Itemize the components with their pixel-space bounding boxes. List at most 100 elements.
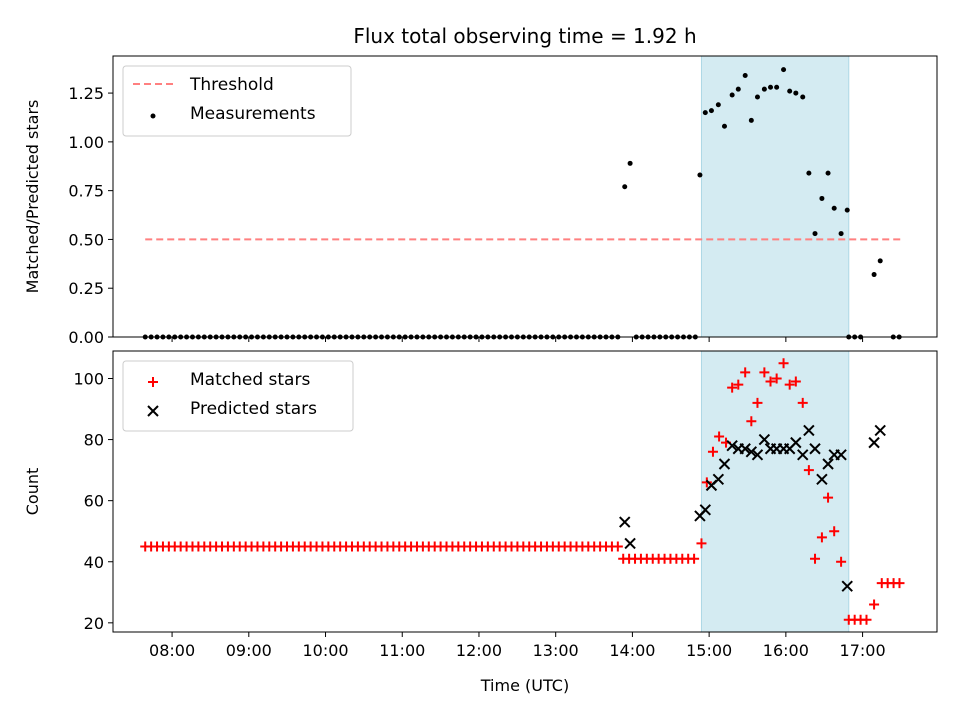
series-1-0-point-102 bbox=[696, 538, 707, 549]
y-tick-label-1-1: 40 bbox=[84, 553, 104, 572]
series-1-0-point-114 bbox=[771, 373, 782, 384]
measurements-panel: 0.00 0.25 0.50 0.75 1.00 1.25 Matched/Predicte… bbox=[23, 55, 938, 347]
series-0-0-point-116 bbox=[806, 170, 812, 176]
series-0-0-point-124 bbox=[877, 258, 883, 264]
series-1-0-point-110 bbox=[746, 416, 757, 427]
series-1-1-point-24 bbox=[835, 449, 847, 461]
x-tick-label-2: 10:00 bbox=[302, 641, 348, 660]
y-tick-label-0-0: 0.00 bbox=[68, 328, 104, 347]
series-0-0-point-112 bbox=[781, 67, 787, 73]
series-1-1-point-22 bbox=[822, 458, 834, 470]
series-1-0-point-118 bbox=[797, 397, 808, 408]
legend-box-0 bbox=[122, 65, 352, 137]
legend-swatch-dot bbox=[150, 113, 156, 119]
y-tick-label-0-2: 0.50 bbox=[68, 230, 104, 249]
series-1-0-point-103 bbox=[701, 477, 712, 488]
observing-span-0 bbox=[700, 55, 850, 338]
series-1-1-point-19 bbox=[803, 424, 815, 437]
plot-frame-1 bbox=[112, 350, 938, 633]
series-1-1-point-7 bbox=[726, 439, 738, 452]
series-0-0-point-98 bbox=[627, 160, 633, 166]
y-tick-label-0-5: 1.25 bbox=[68, 84, 104, 103]
x-axis-label: Time (UTC) bbox=[480, 676, 569, 695]
series-0-0-point-123 bbox=[871, 272, 877, 278]
series-1-1-point-26 bbox=[868, 436, 880, 449]
y-tick-label-0-4: 1.00 bbox=[68, 133, 104, 152]
series-1-0-point-107 bbox=[727, 382, 738, 393]
series-1-1-point-10 bbox=[745, 446, 758, 458]
x-tick-label-6: 14:00 bbox=[609, 641, 655, 660]
series-1-1-point-9 bbox=[739, 443, 751, 455]
series-0-0-point-105 bbox=[735, 86, 741, 92]
y-tick-label-1-3: 80 bbox=[84, 431, 104, 450]
y-axis-label-0: Matched/Predicted stars bbox=[23, 100, 42, 294]
y-tick-label-0-1: 0.25 bbox=[68, 279, 104, 298]
series-1-0-point-115 bbox=[778, 358, 789, 369]
legend-0: Threshold Measurements bbox=[122, 65, 352, 137]
series-0-0-point-119 bbox=[825, 170, 831, 176]
series-1-1-point-18 bbox=[797, 449, 809, 461]
series-1-1-point-6 bbox=[718, 458, 731, 470]
series-1-1-point-5 bbox=[712, 473, 725, 485]
legend-1: Matched stars Predicted stars bbox=[122, 360, 354, 432]
series-1-0-point-122 bbox=[823, 492, 834, 503]
series-1-0-point-80 bbox=[612, 541, 623, 552]
legend-label-0-1: Measurements bbox=[190, 104, 316, 124]
series-1-0-point-121 bbox=[816, 532, 827, 543]
series-0-0-point-103 bbox=[721, 123, 727, 129]
series-0-0-point-104 bbox=[729, 92, 735, 98]
series-0-0-point-122 bbox=[844, 207, 850, 213]
y-tick-label-1-2: 60 bbox=[84, 492, 104, 511]
series-1-0-point-109 bbox=[740, 367, 751, 378]
y-tick-label-0-3: 0.75 bbox=[68, 182, 104, 201]
series-1-1-point-0 bbox=[619, 516, 631, 528]
series-0-0-point-120 bbox=[831, 205, 837, 211]
series-1-1-point-25 bbox=[841, 580, 853, 592]
series-0-0-point-109 bbox=[761, 86, 767, 92]
series-1-0-point-104 bbox=[707, 446, 718, 457]
series-1-0-point-117 bbox=[790, 376, 801, 387]
series-0-0-point-99 bbox=[697, 172, 703, 178]
series-0-0-point-107 bbox=[748, 117, 754, 123]
series-0-0-point-100 bbox=[702, 110, 708, 116]
series-0-0-point-113 bbox=[787, 88, 793, 94]
x-tick-label-3: 11:00 bbox=[379, 641, 425, 660]
x-tick-label-0: 08:00 bbox=[149, 641, 195, 660]
series-0-0-point-117 bbox=[812, 231, 818, 237]
x-tick-label-4: 12:00 bbox=[456, 641, 502, 660]
legend-label-1-1: Predicted stars bbox=[190, 399, 317, 419]
legend-swatch-plus bbox=[148, 377, 158, 387]
chart-title: Flux total observing time = 1.92 h bbox=[353, 24, 696, 48]
series-1-1-point-20 bbox=[809, 443, 821, 455]
series-1-0-point-112 bbox=[759, 367, 770, 378]
x-tick-label-9: 17:00 bbox=[840, 641, 886, 660]
y-axis-label-1: Count bbox=[23, 468, 42, 516]
series-1-1-point-11 bbox=[751, 449, 764, 461]
series-0-0-point-97 bbox=[622, 184, 628, 190]
series-1-1-point-21 bbox=[816, 473, 828, 485]
series-0-0-point-111 bbox=[774, 84, 780, 90]
series-1-0-point-97 bbox=[861, 614, 872, 625]
series-0-0-point-106 bbox=[742, 73, 748, 79]
series-0-0-point-114 bbox=[793, 90, 799, 96]
series-1-0-point-116 bbox=[784, 379, 795, 390]
y-tick-label-1-0: 20 bbox=[84, 614, 104, 633]
x-tick-label-1: 09:00 bbox=[226, 641, 272, 660]
series-1-1-point-17 bbox=[790, 436, 802, 449]
series-0-0-point-110 bbox=[768, 84, 774, 90]
legend-label-0-0: Threshold bbox=[189, 75, 274, 95]
series-0-0-point-102 bbox=[715, 102, 721, 108]
counts-panel: 20 40 60 80 100 08:00 09:00 10:00 11:00 12:00 13:0… bbox=[23, 350, 938, 660]
x-tick-label-7: 15:00 bbox=[686, 641, 732, 660]
series-0-0-point-108 bbox=[754, 94, 760, 100]
series-1-0-point-101 bbox=[894, 578, 905, 589]
y-tick-label-1-4: 100 bbox=[73, 369, 104, 388]
series-1-1-point-12 bbox=[758, 433, 771, 446]
legend-swatch-x bbox=[147, 405, 159, 417]
plot-frame-0 bbox=[112, 55, 938, 338]
series-1-0-point-124 bbox=[836, 556, 847, 567]
x-tick-label-8: 16:00 bbox=[763, 641, 809, 660]
series-1-0-point-105 bbox=[714, 431, 725, 442]
series-1-0-point-123 bbox=[829, 526, 840, 537]
